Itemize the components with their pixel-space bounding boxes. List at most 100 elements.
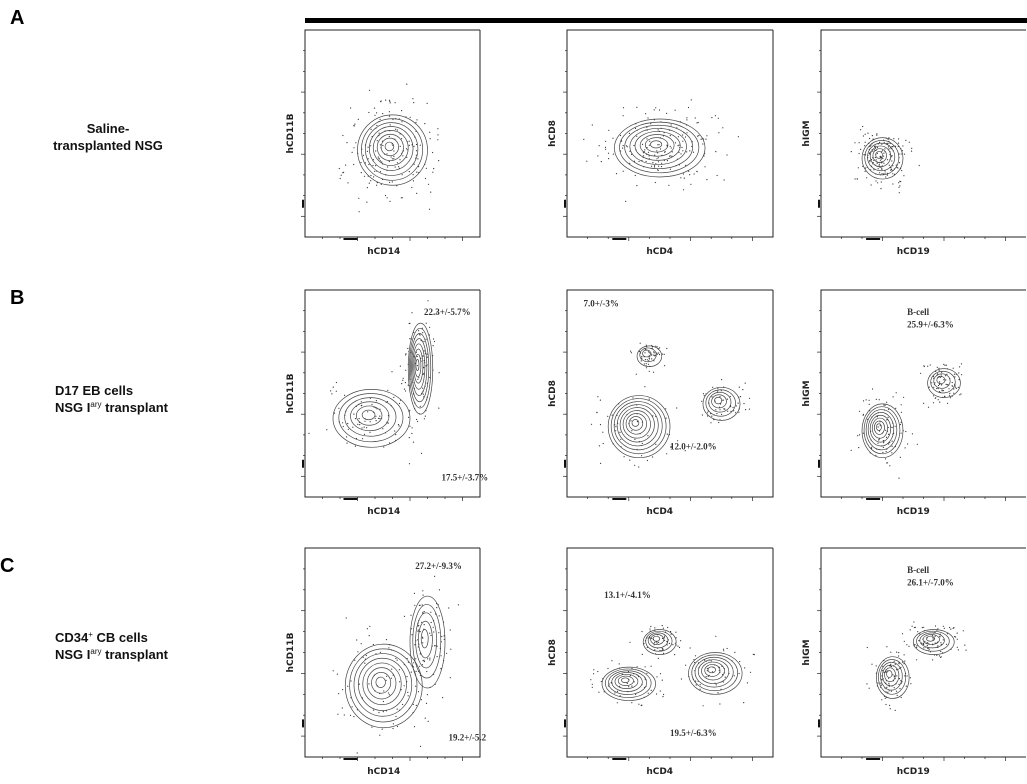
event-dot [411,427,413,429]
event-dot [366,201,368,203]
event-dot [898,477,900,479]
event-dot [691,145,693,147]
event-dot [360,161,362,164]
event-dot [388,99,391,101]
event-dot [711,396,713,398]
event-dot [398,425,400,427]
event-dot [382,711,384,713]
event-dot [854,178,856,180]
event-dot [898,683,900,685]
event-dot [388,647,390,649]
event-dot [889,142,891,145]
event-dot [891,666,893,668]
event-dot [332,386,334,388]
event-dot [360,405,362,407]
event-dot [648,352,651,354]
event-dot [900,181,902,183]
event-dot [875,180,877,182]
event-dot [932,659,934,661]
event-dot [892,674,894,676]
event-dot [440,668,442,670]
event-dot [888,164,890,166]
event-dot [903,640,905,642]
event-dot [346,142,348,144]
event-dot [932,402,935,404]
event-dot [378,157,380,159]
event-dot [342,134,344,137]
event-dot [905,430,907,433]
event-dot [953,373,956,375]
event-dot [424,415,426,417]
event-dot [626,146,628,148]
event-dot [958,379,960,381]
event-dot [903,175,905,177]
event-dot [658,641,660,644]
event-dot [389,442,391,444]
event-dot [422,611,424,613]
event-dot [636,185,638,187]
event-dot [630,352,633,354]
event-dot [382,144,384,147]
event-dot [918,640,920,642]
event-dot [883,671,885,673]
row-label: Saline- [87,121,130,136]
event-dot [890,663,892,665]
event-dot [693,173,695,175]
event-dot [425,322,427,324]
event-dot [646,359,649,361]
event-dot [701,400,703,402]
contour [614,673,639,689]
contour [875,423,882,431]
event-dot [422,393,424,395]
event-dot [665,408,667,410]
event-dot [897,145,899,148]
event-dot [417,639,419,641]
event-dot [368,635,370,637]
event-dot [449,677,451,679]
contour [875,656,910,699]
event-dot [702,393,705,395]
event-dot [659,347,661,349]
event-dot [427,300,429,302]
event-dot [739,396,742,398]
contour [608,670,648,695]
event-dot [672,644,674,646]
event-dot [438,372,440,374]
contour [415,612,437,669]
flow-plot: hIGM hCD19 B-cell 25.9+/-6.3% [802,289,1026,517]
event-dot [887,146,890,148]
event-dot [423,624,425,626]
event-dot [391,668,393,670]
contour [882,664,900,687]
event-dot [882,440,885,442]
contour [933,373,951,389]
event-dot [416,119,418,121]
event-dot [928,648,930,650]
event-dot [647,363,650,365]
contour [642,629,677,655]
row-label-text: transplant [102,400,169,415]
event-dot [707,415,709,417]
event-dot [643,155,645,157]
event-dot [913,626,916,629]
event-dot [874,156,877,159]
event-dot [717,117,719,119]
event-dot [653,360,655,362]
event-dot [415,150,418,152]
event-dot [369,431,371,433]
event-dot [898,186,900,188]
event-dot [647,351,650,353]
event-dot [883,141,885,143]
contour [355,405,383,426]
event-dot [704,659,706,661]
event-dot [723,408,725,410]
event-dot [662,652,665,655]
event-dot [906,675,908,677]
event-dot [687,106,690,109]
event-dot [895,164,897,166]
event-dot [923,647,925,649]
event-dot [388,694,390,696]
event-dot [677,145,679,147]
event-dot [956,646,958,648]
event-dot [438,407,440,409]
